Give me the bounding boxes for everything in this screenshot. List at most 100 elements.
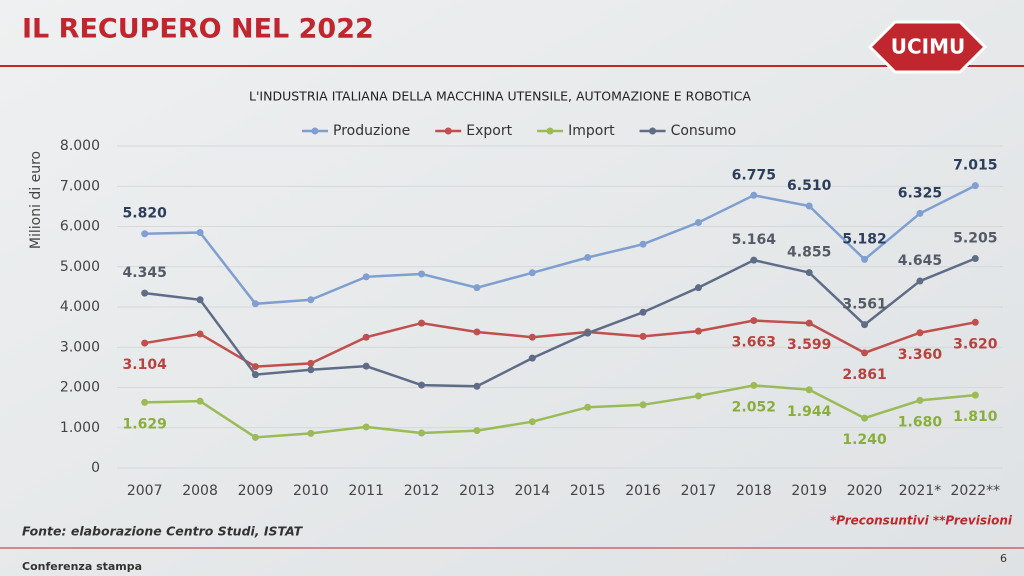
x-tick-label: 2016 (625, 483, 661, 499)
data-label: 3.620 (953, 336, 998, 352)
point (473, 328, 481, 336)
point (141, 339, 149, 347)
point (528, 418, 536, 426)
footnote: *Preconsuntivi **Previsioni (830, 514, 1013, 528)
point (196, 397, 204, 405)
point (251, 300, 259, 308)
logo-shape (867, 20, 988, 74)
point (861, 414, 869, 422)
legend-marker (311, 127, 319, 135)
point (639, 401, 647, 409)
point (362, 362, 370, 370)
point (805, 386, 813, 394)
page-number: 6 (1000, 552, 1007, 565)
point (528, 333, 536, 341)
y-tick-label: 6.000 (60, 219, 100, 235)
data-label: 1.629 (123, 416, 167, 432)
point (639, 240, 647, 248)
data-label: 5.820 (123, 206, 168, 222)
point (307, 296, 315, 304)
point (694, 392, 702, 400)
point (694, 327, 702, 335)
point (861, 349, 869, 357)
point (694, 284, 702, 292)
source: Fonte: elaborazione Centro Studi, ISTAT (22, 524, 304, 539)
x-tick-label: 2012 (404, 483, 440, 499)
logo-text: UCIMU (891, 35, 966, 59)
point (805, 269, 813, 277)
point (694, 218, 702, 226)
point (141, 398, 149, 406)
point (473, 382, 481, 390)
chart: 0 1.000 2.000 3.000 4.000 5.000 6.000 7.000 8.00… (60, 123, 1003, 499)
x-tick-label: 2017 (681, 483, 717, 499)
point (528, 354, 536, 362)
point (916, 277, 924, 285)
legend-label: Produzione (333, 123, 410, 139)
x-tick-label: 2014 (514, 483, 550, 499)
point (251, 371, 259, 379)
point (750, 256, 758, 264)
point (196, 229, 204, 237)
legend-label: Import (568, 123, 615, 139)
x-tick-label: 2013 (459, 483, 495, 499)
series-line (144, 319, 976, 368)
data-label: 3.561 (842, 297, 886, 313)
point (196, 330, 204, 338)
point (584, 403, 592, 411)
point (473, 284, 481, 292)
point (861, 321, 869, 329)
point (916, 396, 924, 404)
y-tick-label: 7.000 (60, 178, 100, 194)
y-tick-label: 0 (91, 460, 100, 476)
x-tick-label: 2008 (182, 483, 218, 499)
point (916, 209, 924, 217)
point (251, 433, 259, 441)
data-label: 5.182 (842, 231, 886, 247)
x-tick-label: 2018 (736, 483, 772, 499)
legend-marker (546, 127, 554, 135)
point (141, 289, 149, 297)
point (750, 191, 758, 199)
point (307, 359, 315, 367)
legend-marker (444, 127, 452, 135)
point (584, 329, 592, 337)
point (251, 363, 259, 371)
point (750, 317, 758, 325)
legend-label: Export (466, 123, 512, 139)
data-label: 1.240 (842, 432, 887, 448)
point (307, 366, 315, 374)
legend-label: Consumo (671, 123, 737, 139)
data-label: 1.680 (898, 414, 943, 430)
x-tick-label: 2022** (950, 483, 1000, 499)
series-line (144, 257, 976, 388)
x-tick-label: 2007 (127, 483, 163, 499)
point (362, 333, 370, 341)
data-label: 4.345 (123, 265, 167, 281)
x-tick-label: 2021* (899, 483, 942, 499)
data-label: 2.052 (732, 399, 776, 415)
data-label: 5.164 (732, 232, 777, 248)
point (971, 182, 979, 190)
point (362, 423, 370, 431)
y-tick-label: 3.000 (60, 339, 100, 355)
data-label: 2.861 (842, 367, 886, 383)
data-label: 1.944 (787, 404, 832, 420)
data-label: 3.663 (732, 335, 776, 351)
data-label: 3.104 (123, 357, 168, 373)
point (639, 332, 647, 340)
point (584, 253, 592, 261)
x-tick-label: 2020 (847, 483, 883, 499)
slide-title: IL RECUPERO NEL 2022 (22, 14, 374, 45)
point (418, 319, 426, 327)
y-tick-label: 5.000 (60, 259, 100, 275)
y-tick-label: 1.000 (60, 420, 100, 436)
footer: Conferenza stampa (22, 560, 142, 573)
data-label: 6.325 (898, 185, 942, 201)
point (639, 308, 647, 316)
series-line (144, 184, 976, 306)
chart-title: L'INDUSTRIA ITALIANA DELLA MACCHINA UTEN… (249, 89, 751, 104)
point (418, 381, 426, 389)
